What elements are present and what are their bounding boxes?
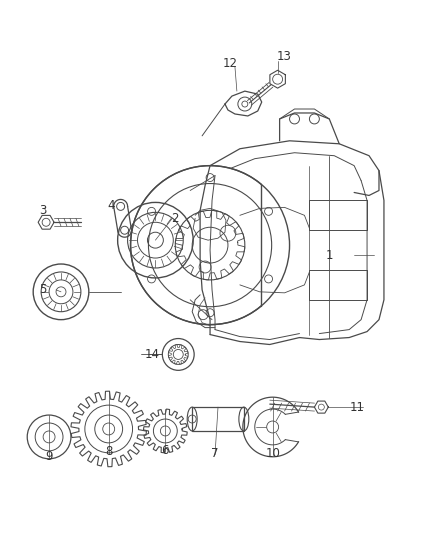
Text: 1: 1 (325, 248, 333, 262)
Text: 12: 12 (223, 57, 237, 70)
Text: 11: 11 (350, 401, 364, 414)
Text: 14: 14 (145, 348, 160, 361)
Text: 7: 7 (211, 447, 219, 461)
Text: 5: 5 (39, 284, 47, 296)
Text: 9: 9 (46, 450, 53, 463)
Text: 3: 3 (39, 204, 47, 217)
Text: 6: 6 (162, 445, 169, 457)
Text: 13: 13 (277, 50, 292, 63)
Text: 8: 8 (105, 445, 113, 458)
Text: 10: 10 (265, 447, 280, 461)
Text: 4: 4 (107, 199, 114, 212)
Text: 2: 2 (172, 212, 179, 225)
Bar (192, 407, 244, 431)
